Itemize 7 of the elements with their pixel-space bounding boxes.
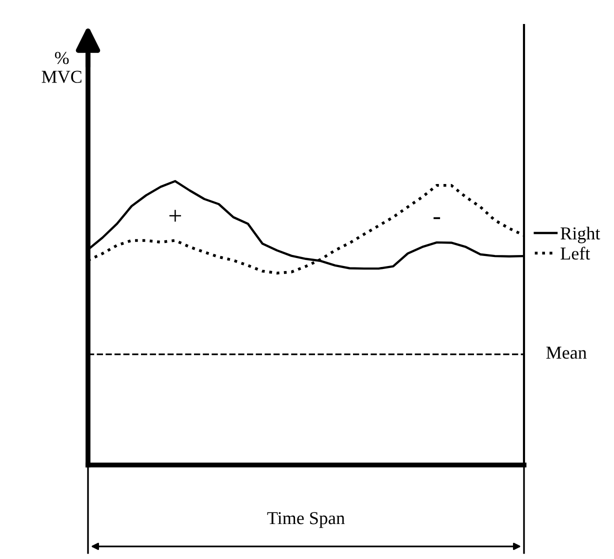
- legend-label: Left: [560, 246, 590, 260]
- legend-label: Right: [560, 226, 600, 244]
- annotation: -: [434, 217, 440, 220]
- annotation: +: [169, 210, 182, 222]
- ref-line-label: Mean: [546, 346, 587, 359]
- x-axis-title: Time Span: [267, 512, 345, 528]
- text: % MVC: [42, 52, 82, 84]
